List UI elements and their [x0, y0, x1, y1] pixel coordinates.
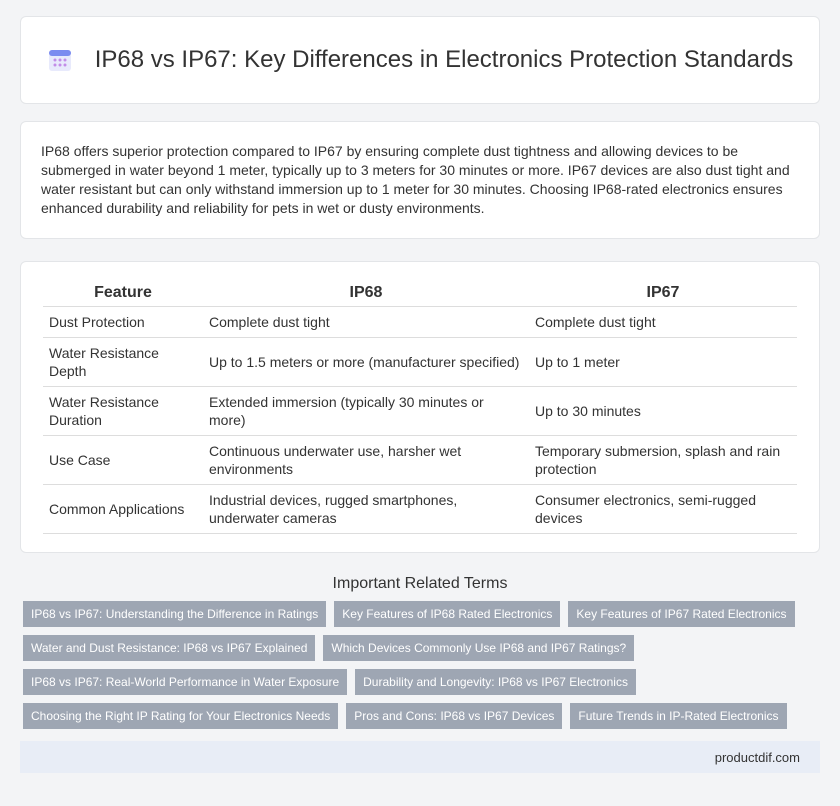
tag: Choosing the Right IP Rating for Your El…	[23, 703, 339, 729]
cell: Water Resistance Depth	[43, 337, 203, 387]
tags: IP68 vs IP67: Understanding the Differen…	[23, 601, 820, 729]
cell: Complete dust tight	[203, 306, 529, 338]
tag: Pros and Cons: IP68 vs IP67 Devices	[346, 703, 563, 729]
column-header: IP68	[203, 280, 529, 307]
cell: Up to 30 minutes	[529, 386, 797, 436]
cell: Extended immersion (typically 30 minutes…	[203, 386, 529, 436]
row: Water Resistance Depth Up to 1.5 meters o…	[43, 337, 797, 387]
cell: Use Case	[43, 435, 203, 485]
row: Dust Protection Complete dust tight Comple…	[43, 306, 797, 338]
tag: Key Features of IP68 Rated Electronics	[334, 601, 561, 627]
header-row: Feature IP68 IP67	[43, 280, 797, 307]
row: Water Resistance Duration Extended immers…	[43, 386, 797, 436]
header: IP68 vs IP67: Key Differences in Electro…	[20, 16, 820, 104]
footer: productdif.com	[20, 741, 820, 773]
cell: Continuous underwater use, harsher wet e…	[203, 435, 529, 485]
row: Use Case Continuous underwater use, harsh…	[43, 435, 797, 485]
tag: IP68 vs IP67: Real-World Performance in …	[23, 669, 348, 695]
column-header: Feature	[43, 280, 203, 307]
tag: IP68 vs IP67: Understanding the Differen…	[23, 601, 327, 627]
tag: Which Devices Commonly Use IP68 and IP67…	[323, 635, 635, 661]
tag: Water and Dust Resistance: IP68 vs IP67 …	[23, 635, 316, 661]
page: IP68 vs IP67: Key Differences in Electro…	[0, 16, 840, 806]
cell: Common Applications	[43, 484, 203, 534]
tag: Key Features of IP67 Rated Electronics	[568, 601, 795, 627]
icon	[48, 50, 71, 71]
tag: Future Trends in IP-Rated Electronics	[570, 703, 787, 729]
title: IP68 vs IP67: Key Differences in Electro…	[94, 46, 794, 73]
column-header: IP67	[529, 280, 797, 307]
cell: Up to 1.5 meters or more (manufacturer s…	[203, 337, 529, 387]
cell: Industrial devices, rugged smartphones, …	[203, 484, 529, 534]
cell: Water Resistance Duration	[43, 386, 203, 436]
cell: Consumer electronics, semi-rugged device…	[529, 484, 797, 534]
table: Feature IP68 IP67 Dust Protection Complete d…	[43, 280, 797, 534]
cell: Up to 1 meter	[529, 337, 797, 387]
table-card: Feature IP68 IP67 Dust Protection Complete d…	[20, 261, 820, 553]
cell: Dust Protection	[43, 306, 203, 338]
cell: Complete dust tight	[529, 306, 797, 338]
intro: IP68 offers superior protection compared…	[20, 121, 820, 239]
row: Common Applications Industrial devices, r…	[43, 484, 797, 534]
cell: Temporary submersion, splash and rain pr…	[529, 435, 797, 485]
site: productdif.com	[714, 749, 800, 765]
tag: Durability and Longevity: IP68 vs IP67 E…	[355, 669, 636, 695]
related-title: Important Related Terms	[332, 575, 508, 592]
